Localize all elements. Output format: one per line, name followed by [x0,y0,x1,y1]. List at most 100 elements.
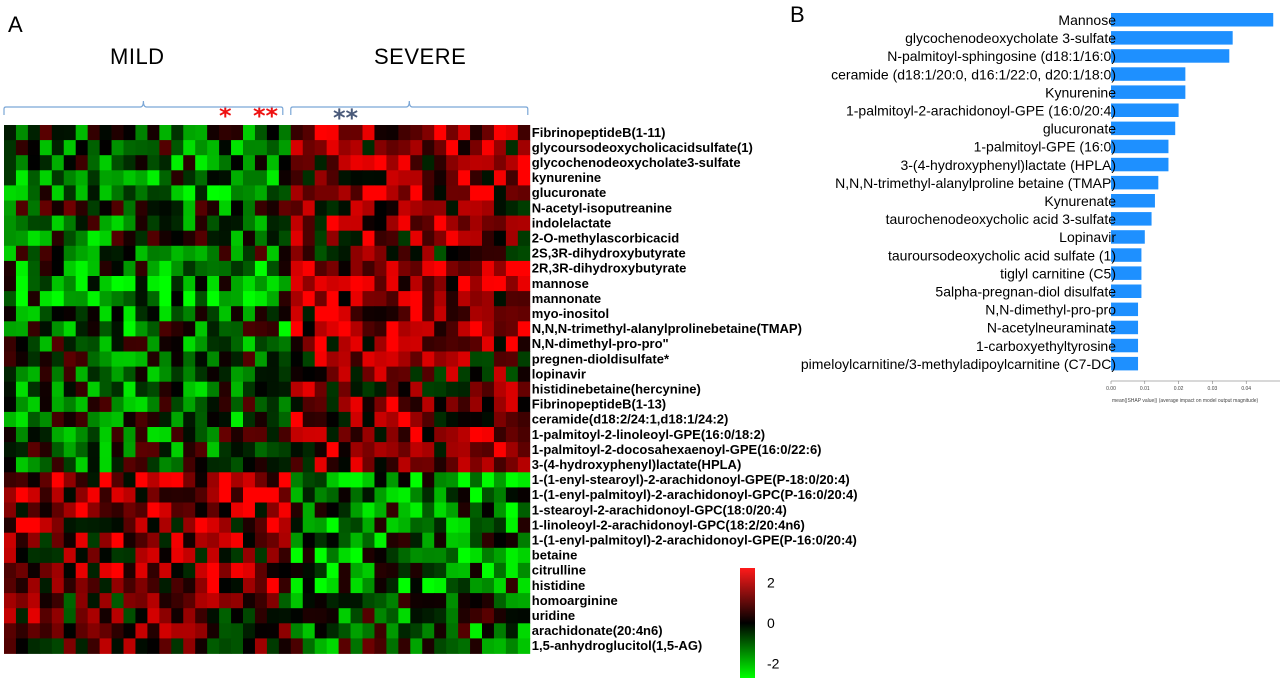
heatmap-cell [517,291,531,307]
heatmap-cell [39,472,53,488]
heatmap-cell [27,593,41,609]
heatmap-cell [422,517,435,534]
heatmap-cell [446,427,459,443]
shap-bar-label: Kynurenine [1045,84,1116,100]
heatmap-cell [350,336,363,352]
heatmap-cell [338,517,351,534]
heatmap-cell [87,245,100,262]
heatmap-cell [159,215,172,232]
heatmap-cell [171,517,184,534]
heatmap-cell [39,321,53,337]
shap-x-label: mean(|SHAP value|) (average impact on mo… [1112,398,1259,404]
shap-bar-label: tauroursodeoxycholic acid sulfate (1) [888,247,1116,263]
heatmap-cell [159,276,172,292]
heatmap-cell [111,593,124,609]
heatmap-cell [517,487,531,503]
heatmap-cell [135,125,148,141]
heatmap-cell [434,638,447,654]
heatmap-cell [482,306,495,322]
heatmap-cell [4,125,17,141]
heatmap-cell [517,336,531,352]
heatmap-cell [314,381,328,398]
heatmap-cell [302,366,316,383]
heatmap-cell [171,351,184,367]
heatmap-cell [99,472,112,488]
heatmap-cell [458,245,471,262]
heatmap-cell [15,291,29,307]
heatmap-cell [266,291,280,307]
heatmap-cell [517,260,531,277]
heatmap-cell [290,170,304,186]
heatmap-cell [458,185,471,201]
heatmap-cell [51,366,65,383]
heatmap-cell [505,366,519,383]
heatmap-cell [87,638,100,654]
heatmap-cell [75,306,89,322]
heatmap-cell [470,562,483,579]
heatmap-cell [63,155,77,171]
heatmap-cell [183,487,196,503]
heatmap-cell [338,502,351,518]
heatmap-cell [493,411,507,428]
heatmap-cell [147,472,160,488]
heatmap-cell [314,457,328,473]
heatmap-cell [470,125,483,141]
heatmap-cell [410,215,423,232]
heatmap-cell [111,457,124,473]
heatmap-cell [231,517,244,534]
heatmap-cell [147,487,160,503]
heatmap-cell [27,578,41,594]
heatmap-cell [147,442,160,458]
heatmap-cell [326,411,339,428]
heatmap-cell [314,547,328,564]
heatmap-cell [15,442,29,458]
heatmap-cell [99,291,112,307]
shap-bar-label: 1-palmitoyl-2-arachidonoyl-GPE (16:0/20:… [846,103,1116,119]
heatmap-cell [338,215,351,232]
heatmap-cell [195,381,208,398]
heatmap-cell [254,502,268,518]
heatmap-row-label: FibrinopeptideB(1-13) [532,397,666,412]
heatmap-row-label: 1-(1-enyl-stearoyl)-2-arachidonoyl-GPE(P… [532,472,850,487]
heatmap-cell [243,396,256,413]
heatmap-cell [111,547,124,564]
heatmap-cell [195,608,208,624]
heatmap-cell [422,502,435,518]
heatmap-cell [350,215,363,232]
heatmap-cell [422,472,435,488]
heatmap-cell [111,532,124,549]
heatmap-cell [4,532,17,549]
heatmap-cell [87,200,100,216]
heatmap-cell [254,351,268,367]
heatmap-cell [123,245,136,262]
heatmap-cell [111,623,124,639]
heatmap-cell [183,185,196,201]
heatmap-cell [111,517,124,534]
heatmap-cell [243,532,256,549]
heatmap-cell [183,638,196,654]
heatmap-cell [183,381,196,398]
heatmap-cell [434,260,447,277]
heatmap-cell [314,472,328,488]
heatmap-cell [458,125,471,141]
heatmap-cell [15,245,29,262]
heatmap-cell [314,245,328,262]
heatmap-cell [51,140,65,156]
heatmap-cell [374,140,387,156]
heatmap-cell [314,517,328,534]
heatmap-cell [290,260,304,277]
heatmap-cell [386,517,399,534]
heatmap-cell [87,125,100,141]
heatmap-cell [362,155,375,171]
heatmap-cell [63,306,77,322]
heatmap-cell [111,306,124,322]
colorbar-min-label: -2 [767,656,780,672]
heatmap-cell [39,366,53,383]
heatmap-cell [243,366,256,383]
heatmap-cell [219,442,232,458]
heatmap-cell [87,185,100,201]
heatmap-cell [422,442,435,458]
heatmap-cell [99,140,112,156]
heatmap-cell [75,547,89,564]
